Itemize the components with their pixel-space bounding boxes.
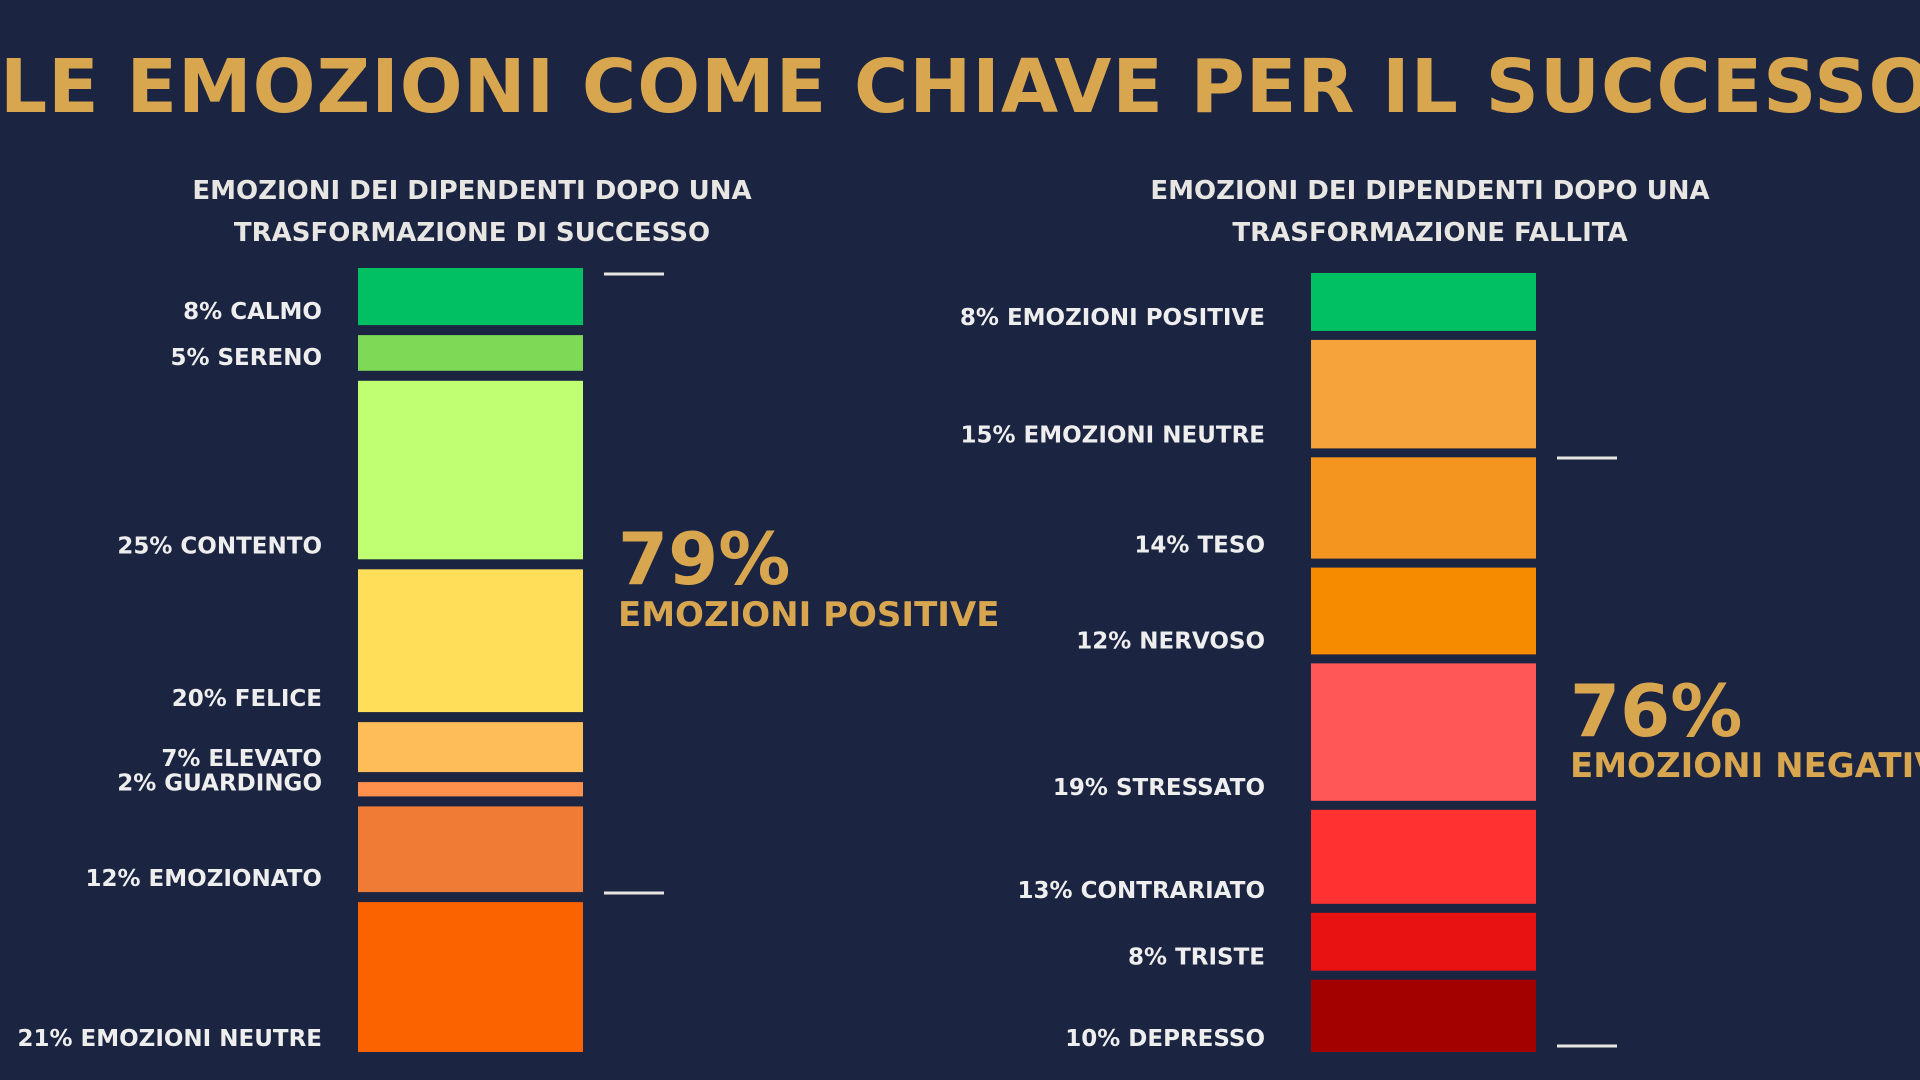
bar-segment — [1311, 663, 1536, 801]
right-chart-title: EMOZIONI DEI DIPENDENTI DOPO UNA TRASFOR… — [1080, 170, 1780, 254]
right-chart-title-line-1: EMOZIONI DEI DIPENDENTI DOPO UNA — [1150, 176, 1710, 206]
right-chart-title-line-2: TRASFORMAZIONE FALLITA — [1232, 218, 1628, 248]
bar-segment — [358, 782, 583, 797]
left-chart-title-line-1: EMOZIONI DEI DIPENDENTI DOPO UNA — [192, 176, 752, 206]
segment-label: 7% ELEVATO — [161, 746, 322, 772]
left-annotation-caption: EMOZIONI POSITIVE — [618, 595, 999, 635]
bar-segment — [358, 335, 583, 371]
bar-segment — [358, 380, 583, 560]
segment-label: 21% EMOZIONI NEUTRE — [17, 1026, 322, 1052]
segment-label: 2% GUARDINGO — [117, 770, 322, 796]
bar-segment — [358, 806, 583, 893]
bar-segment — [1311, 809, 1536, 904]
page-title: LE EMOZIONI COME CHIAVE PER IL SUCCESSO — [0, 44, 1920, 130]
segment-label: 10% DEPRESSO — [1065, 1026, 1265, 1052]
segment-label: 5% SERENO — [170, 345, 322, 371]
segment-label: 20% FELICE — [172, 686, 322, 712]
left-chart-title-line-2: TRASFORMAZIONE DI SUCCESSO — [233, 218, 711, 248]
left-chart-title: EMOZIONI DEI DIPENDENTI DOPO UNA TRASFOR… — [122, 170, 822, 254]
bar-segment — [358, 722, 583, 773]
segment-label: 14% TESO — [1134, 533, 1265, 559]
bar-segment — [358, 268, 583, 326]
right-stacked-bar: 8% EMOZIONI POSITIVE 15% EMOZIONI NEUTRE 1… — [960, 273, 1536, 1052]
bar-segment — [1311, 273, 1536, 331]
bar-segment — [1311, 567, 1536, 655]
segment-label: 19% STRESSATO — [1053, 775, 1265, 801]
right-annotation-caption: EMOZIONI NEGATIVE — [1570, 746, 1920, 786]
segment-label: 13% CONTRARIATO — [1018, 878, 1265, 904]
left-annotation-value: 79% — [618, 517, 790, 601]
bar-segment — [358, 902, 583, 1052]
segment-label: 15% EMOZIONI NEUTRE — [960, 422, 1265, 448]
bar-segment — [358, 569, 583, 713]
right-annotation-value: 76% — [1570, 669, 1742, 753]
bar-segment — [1311, 457, 1536, 559]
segment-label: 12% EMOZIONATO — [85, 866, 322, 892]
left-stacked-bar: 8% CALMO 5% SERENO 25% CONTENTO 20% FELICE 7… — [17, 268, 583, 1052]
segment-label: 8% TRISTE — [1128, 945, 1265, 971]
bar-segment — [1311, 339, 1536, 449]
segment-label: 8% CALMO — [183, 299, 322, 325]
bar-segment — [1311, 912, 1536, 971]
bar-segment — [1311, 979, 1536, 1052]
segment-label: 12% NERVOSO — [1076, 628, 1265, 654]
segment-label: 25% CONTENTO — [117, 533, 322, 559]
segment-label: 8% EMOZIONI POSITIVE — [960, 305, 1265, 331]
